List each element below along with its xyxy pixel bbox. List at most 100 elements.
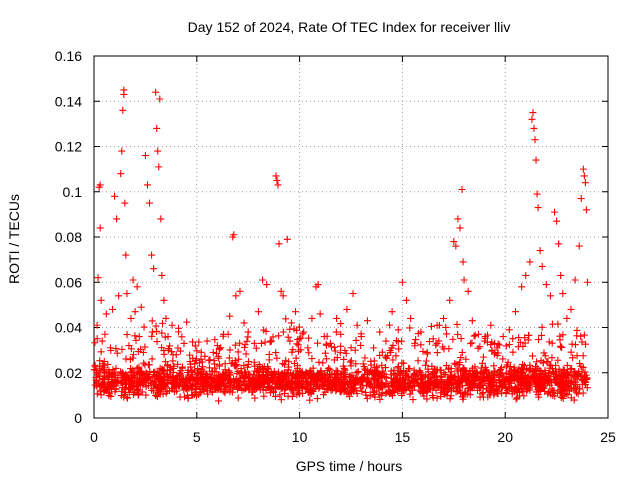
data-point xyxy=(459,258,467,266)
data-point xyxy=(481,337,489,345)
data-point xyxy=(435,378,443,386)
data-point xyxy=(279,292,287,300)
data-point xyxy=(502,390,510,398)
data-point xyxy=(223,372,231,380)
data-point xyxy=(252,344,260,352)
data-point xyxy=(102,310,110,318)
data-point xyxy=(440,369,448,377)
data-point xyxy=(139,348,147,356)
data-point xyxy=(221,360,229,368)
data-point xyxy=(134,348,142,356)
data-point xyxy=(185,371,193,379)
data-point xyxy=(468,339,476,347)
data-point xyxy=(336,349,344,357)
data-point xyxy=(133,283,141,291)
data-point xyxy=(177,370,185,378)
data-point xyxy=(226,378,234,386)
data-point xyxy=(572,389,580,397)
data-point xyxy=(226,346,234,354)
data-point xyxy=(203,337,211,345)
data-point xyxy=(200,376,208,384)
data-point xyxy=(167,366,175,374)
data-point xyxy=(236,374,244,382)
data-point xyxy=(308,314,316,322)
data-point xyxy=(113,349,121,357)
data-point xyxy=(279,328,287,336)
data-point xyxy=(156,95,164,103)
data-point xyxy=(241,380,249,388)
data-point xyxy=(287,369,295,377)
data-point xyxy=(388,382,396,390)
data-point xyxy=(524,380,532,388)
data-point xyxy=(234,394,242,402)
data-point xyxy=(357,333,365,341)
data-point xyxy=(209,348,217,356)
data-point xyxy=(428,362,436,370)
data-point xyxy=(299,330,307,338)
data-point xyxy=(245,358,253,366)
data-point xyxy=(509,348,517,356)
data-point xyxy=(289,346,297,354)
data-point xyxy=(409,396,417,404)
data-point xyxy=(322,340,330,348)
data-point xyxy=(109,305,117,313)
data-point xyxy=(381,364,389,372)
data-point xyxy=(351,346,359,354)
data-point xyxy=(91,361,99,369)
data-point xyxy=(326,365,334,373)
data-point xyxy=(487,388,495,396)
data-point xyxy=(93,382,101,390)
data-point xyxy=(411,339,419,347)
data-point xyxy=(255,360,263,368)
data-point xyxy=(315,358,323,366)
data-point xyxy=(250,371,258,379)
data-point xyxy=(552,361,560,369)
data-point xyxy=(105,392,113,400)
data-point xyxy=(157,377,165,385)
data-point xyxy=(471,363,479,371)
data-point xyxy=(316,310,324,318)
data-point xyxy=(308,355,316,363)
y-tick-label: 0.1 xyxy=(63,184,83,200)
data-point xyxy=(435,337,443,345)
data-point xyxy=(582,206,590,214)
data-point xyxy=(337,330,345,338)
data-point xyxy=(148,332,156,340)
data-point xyxy=(286,384,294,392)
data-point xyxy=(499,333,507,341)
data-point xyxy=(538,323,546,331)
data-point xyxy=(257,339,265,347)
data-point xyxy=(129,276,137,284)
data-point xyxy=(210,356,218,364)
data-point xyxy=(120,393,128,401)
data-point xyxy=(254,367,262,375)
data-point xyxy=(577,332,585,340)
data-point xyxy=(282,315,290,323)
data-point xyxy=(441,389,449,397)
data-point xyxy=(332,371,340,379)
y-tick-label: 0.02 xyxy=(55,365,82,381)
data-point xyxy=(205,364,213,372)
data-point xyxy=(454,331,462,339)
data-point xyxy=(157,215,165,223)
data-point xyxy=(111,192,119,200)
data-point xyxy=(306,396,314,404)
data-point xyxy=(443,385,451,393)
data-point xyxy=(479,369,487,377)
data-point xyxy=(112,382,120,390)
data-point xyxy=(432,379,440,387)
data-point xyxy=(378,361,386,369)
data-point xyxy=(455,386,463,394)
data-point xyxy=(220,330,228,338)
data-point xyxy=(406,365,414,373)
data-point xyxy=(160,296,168,304)
data-point xyxy=(294,335,302,343)
data-point xyxy=(154,147,162,155)
data-point xyxy=(93,390,101,398)
data-point xyxy=(112,345,120,353)
data-point xyxy=(425,382,433,390)
data-point xyxy=(357,341,365,349)
data-point xyxy=(382,337,390,345)
data-point xyxy=(522,371,530,379)
data-point xyxy=(497,369,505,377)
